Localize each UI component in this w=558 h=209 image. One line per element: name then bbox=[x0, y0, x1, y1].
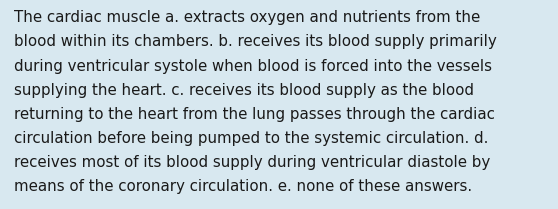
Text: supplying the heart. c. receives its blood supply as the blood: supplying the heart. c. receives its blo… bbox=[14, 83, 474, 98]
Text: blood within its chambers. b. receives its blood supply primarily: blood within its chambers. b. receives i… bbox=[14, 34, 497, 50]
Text: returning to the heart from the lung passes through the cardiac: returning to the heart from the lung pas… bbox=[14, 107, 495, 122]
Text: The cardiac muscle a. extracts oxygen and nutrients from the: The cardiac muscle a. extracts oxygen an… bbox=[14, 10, 480, 25]
Text: circulation before being pumped to the systemic circulation. d.: circulation before being pumped to the s… bbox=[14, 131, 488, 146]
Text: during ventricular systole when blood is forced into the vessels: during ventricular systole when blood is… bbox=[14, 59, 492, 74]
Text: receives most of its blood supply during ventricular diastole by: receives most of its blood supply during… bbox=[14, 155, 490, 170]
Text: means of the coronary circulation. e. none of these answers.: means of the coronary circulation. e. no… bbox=[14, 179, 472, 194]
